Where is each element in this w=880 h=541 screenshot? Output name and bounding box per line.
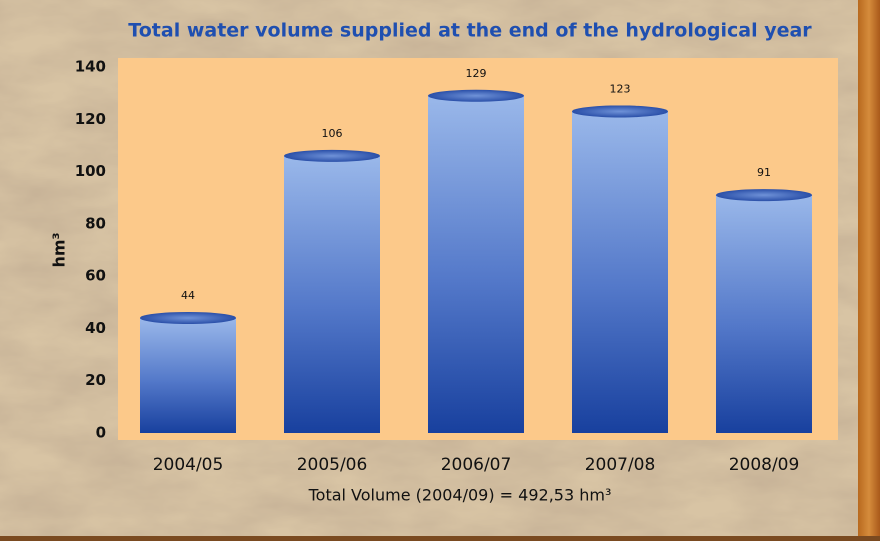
y-tick-label: 0 xyxy=(96,424,106,442)
chart-title: Total water volume supplied at the end o… xyxy=(128,20,812,42)
y-tick-label: 60 xyxy=(85,267,106,285)
side-strip xyxy=(858,0,880,541)
value-label: 91 xyxy=(757,166,771,179)
bar-cap xyxy=(284,149,380,162)
bottom-border xyxy=(0,536,880,541)
bar xyxy=(572,111,668,433)
bar xyxy=(716,195,812,433)
bar-cap xyxy=(428,89,524,102)
y-tick-label: 80 xyxy=(85,214,106,232)
bar xyxy=(428,95,524,433)
value-label: 123 xyxy=(610,82,631,95)
y-tick-label: 120 xyxy=(75,110,106,128)
bar-cap xyxy=(140,311,236,324)
value-label: 129 xyxy=(466,67,487,80)
x-tick-label: 2007/08 xyxy=(585,455,656,475)
bar-cap xyxy=(716,189,812,202)
y-tick-label: 20 xyxy=(85,371,106,389)
x-tick-label: 2006/07 xyxy=(441,455,512,475)
y-tick-label: 100 xyxy=(75,162,106,180)
x-tick-label: 2008/09 xyxy=(729,455,800,475)
y-tick-label: 140 xyxy=(75,58,106,76)
x-tick-label: 2004/05 xyxy=(153,455,224,475)
bar xyxy=(140,317,236,433)
bar-cap xyxy=(572,105,668,118)
x-tick-label: 2005/06 xyxy=(297,455,368,475)
y-tick-label: 40 xyxy=(85,319,106,337)
value-label: 44 xyxy=(181,289,195,302)
value-label: 106 xyxy=(322,127,343,140)
bar xyxy=(284,155,380,433)
y-axis-label: hm³ xyxy=(50,232,69,267)
footer: Total Volume (2004/09) = 492,53 hm³ xyxy=(308,486,612,505)
